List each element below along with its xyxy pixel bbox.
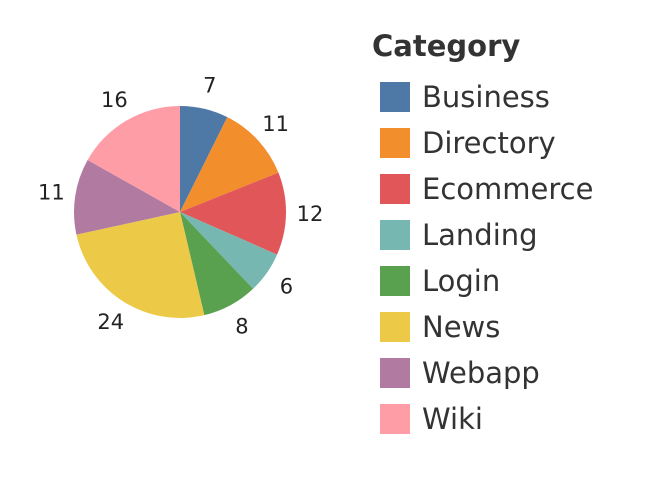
legend-swatch <box>380 358 410 388</box>
legend-swatch <box>380 404 410 434</box>
legend: Category Business Directory Ecommerce Landi… <box>372 24 652 442</box>
legend-label: Ecommerce <box>422 172 594 206</box>
pie-data-labels: 7 11 12 6 8 24 11 16 <box>38 74 323 339</box>
legend-item-login: Login <box>372 258 652 304</box>
data-label-business: 7 <box>203 74 216 98</box>
pie-slice-ecommerce <box>180 172 287 255</box>
legend-swatch <box>380 220 410 250</box>
data-label-webapp: 11 <box>38 181 65 205</box>
legend-item-ecommerce: Ecommerce <box>372 166 652 212</box>
legend-item-wiki: Wiki <box>372 396 652 442</box>
legend-label: Login <box>422 264 501 298</box>
pie-slice-directory <box>180 117 279 212</box>
pie-slice-wiki <box>87 106 180 212</box>
legend-swatch <box>380 128 410 158</box>
legend-label: News <box>422 310 501 344</box>
pie-slice-login <box>180 212 254 316</box>
pie-slice-news <box>76 212 205 318</box>
legend-swatch <box>380 312 410 342</box>
pie-slice-landing <box>180 212 278 289</box>
legend-item-directory: Directory <box>372 120 652 166</box>
legend-label: Landing <box>422 218 538 252</box>
legend-item-news: News <box>372 304 652 350</box>
data-label-landing: 6 <box>280 275 293 299</box>
pie-slice-webapp <box>74 160 180 235</box>
data-label-news: 24 <box>97 310 124 334</box>
legend-label: Wiki <box>422 402 483 436</box>
data-label-login: 8 <box>235 314 248 338</box>
legend-item-webapp: Webapp <box>372 350 652 396</box>
legend-swatch <box>380 266 410 296</box>
data-label-ecommerce: 12 <box>297 202 324 226</box>
legend-item-business: Business <box>372 74 652 120</box>
legend-label: Business <box>422 80 550 114</box>
legend-swatch <box>380 82 410 112</box>
legend-label: Directory <box>422 126 556 160</box>
data-label-wiki: 16 <box>101 88 128 112</box>
legend-title: Category <box>372 29 521 63</box>
legend-label: Webapp <box>422 356 540 390</box>
pie-slice-business <box>180 106 228 212</box>
legend-items: Business Directory Ecommerce Landing Login Ne… <box>372 74 652 442</box>
legend-item-landing: Landing <box>372 212 652 258</box>
pie-svg: 7 11 12 6 8 24 11 16 <box>38 74 323 339</box>
legend-swatch <box>380 174 410 204</box>
data-label-directory: 11 <box>262 112 289 136</box>
pie-slices <box>74 106 287 318</box>
